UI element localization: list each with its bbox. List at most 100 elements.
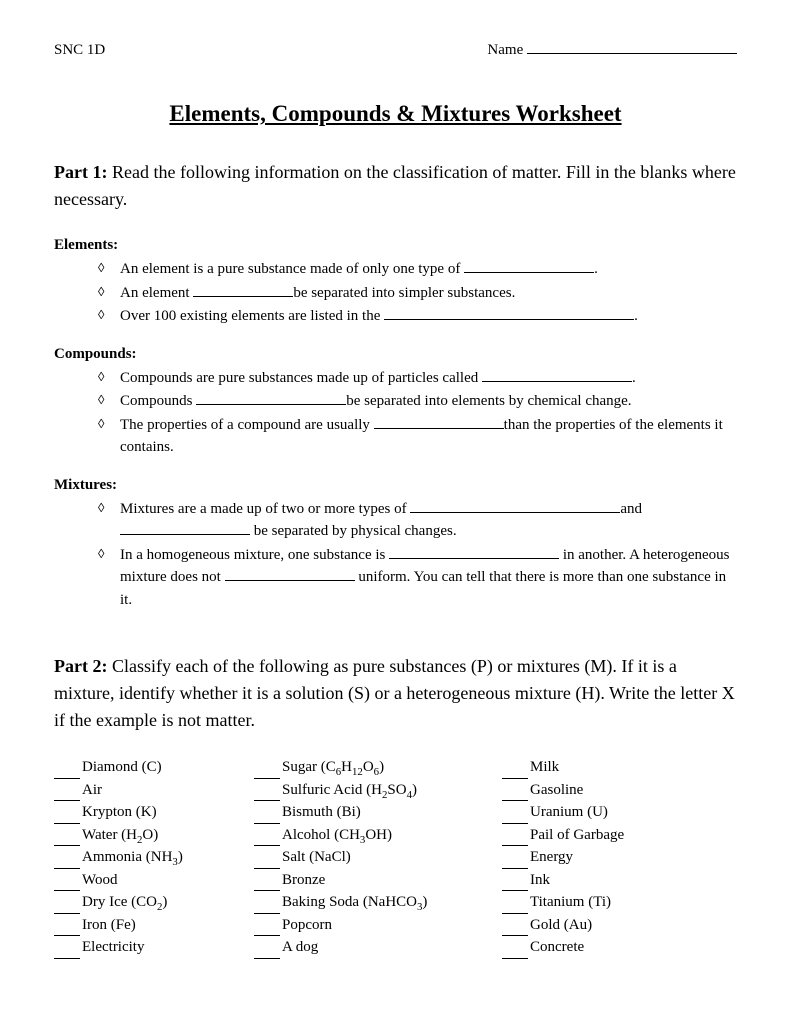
classify-cell: Milk	[502, 756, 702, 779]
part2-text: Classify each of the following as pure s…	[54, 656, 735, 730]
text: Compounds are pure substances made up of…	[120, 370, 482, 386]
blank[interactable]	[374, 428, 504, 429]
answer-blank[interactable]	[502, 891, 528, 914]
answer-blank[interactable]	[254, 756, 280, 779]
answer-blank[interactable]	[254, 824, 280, 847]
answer-blank[interactable]	[502, 756, 528, 779]
classify-row: Ammonia (NH3)Salt (NaCl)Energy	[54, 846, 737, 869]
elements-heading: Elements:	[54, 237, 737, 254]
blank[interactable]	[193, 296, 293, 297]
mixtures-item-2: In a homogeneous mixture, one substance …	[98, 544, 737, 612]
classify-row: Krypton (K)Bismuth (Bi)Uranium (U)	[54, 801, 737, 824]
classify-cell: Titanium (Ti)	[502, 891, 702, 914]
classify-label: Bismuth (Bi)	[282, 801, 361, 824]
text: Compounds	[120, 393, 196, 409]
classify-label: Ink	[530, 869, 550, 892]
blank[interactable]	[225, 580, 355, 581]
course-code: SNC 1D	[54, 42, 105, 59]
classify-cell: Baking Soda (NaHCO3)	[254, 891, 502, 914]
classify-cell: Energy	[502, 846, 702, 869]
classify-cell: Air	[54, 779, 254, 802]
text: and	[620, 501, 642, 517]
worksheet-title: Elements, Compounds & Mixtures Worksheet	[54, 101, 737, 127]
classify-cell: Bronze	[254, 869, 502, 892]
blank[interactable]	[384, 319, 634, 320]
answer-blank[interactable]	[254, 801, 280, 824]
classify-cell: Concrete	[502, 936, 702, 959]
answer-blank[interactable]	[502, 801, 528, 824]
mixtures-heading: Mixtures:	[54, 477, 737, 494]
answer-blank[interactable]	[54, 891, 80, 914]
blank[interactable]	[464, 272, 594, 273]
classify-label: Dry Ice (CO2)	[82, 891, 167, 914]
answer-blank[interactable]	[254, 779, 280, 802]
blank[interactable]	[120, 534, 250, 535]
answer-blank[interactable]	[502, 914, 528, 937]
answer-blank[interactable]	[54, 869, 80, 892]
classify-cell: Wood	[54, 869, 254, 892]
classify-label: Sugar (C6H12O6)	[282, 756, 384, 779]
answer-blank[interactable]	[254, 846, 280, 869]
classify-label: Pail of Garbage	[530, 824, 624, 847]
classify-label: Water (H2O)	[82, 824, 158, 847]
classify-label: Air	[82, 779, 102, 802]
answer-blank[interactable]	[54, 914, 80, 937]
part2-label: Part 2:	[54, 656, 107, 676]
part1-intro: Part 1: Read the following information o…	[54, 159, 737, 213]
classify-cell: Pail of Garbage	[502, 824, 702, 847]
classify-label: Baking Soda (NaHCO3)	[282, 891, 427, 914]
classify-row: Air Sulfuric Acid (H2SO4) Gasoline	[54, 779, 737, 802]
elements-list: An element is a pure substance made of o…	[54, 258, 737, 328]
elements-item-3: Over 100 existing elements are listed in…	[98, 305, 737, 328]
answer-blank[interactable]	[254, 936, 280, 959]
answer-blank[interactable]	[54, 779, 80, 802]
answer-blank[interactable]	[254, 914, 280, 937]
answer-blank[interactable]	[54, 824, 80, 847]
classify-cell: Salt (NaCl)	[254, 846, 502, 869]
answer-blank[interactable]	[254, 869, 280, 892]
classify-cell: Ink	[502, 869, 702, 892]
answer-blank[interactable]	[254, 891, 280, 914]
classify-row: Diamond (C) Sugar (C6H12O6) Milk	[54, 756, 737, 779]
classify-label: Diamond (C)	[82, 756, 162, 779]
answer-blank[interactable]	[54, 936, 80, 959]
classify-label: Wood	[82, 869, 117, 892]
worksheet-page: SNC 1D Name Elements, Compounds & Mixtur…	[0, 0, 791, 1024]
classify-label: Gold (Au)	[530, 914, 592, 937]
classify-label: Electricity	[82, 936, 144, 959]
blank[interactable]	[410, 512, 620, 513]
page-header: SNC 1D Name	[54, 42, 737, 59]
classify-row: ElectricityA dogConcrete	[54, 936, 737, 959]
answer-blank[interactable]	[502, 846, 528, 869]
classify-label: Sulfuric Acid (H2SO4)	[282, 779, 417, 802]
answer-blank[interactable]	[502, 824, 528, 847]
text: Over 100 existing elements are listed in…	[120, 308, 384, 324]
blank[interactable]	[482, 381, 632, 382]
classify-row: Water (H2O)Alcohol (CH3OH)Pail of Garbag…	[54, 824, 737, 847]
name-label: Name	[487, 42, 523, 58]
answer-blank[interactable]	[54, 846, 80, 869]
classify-cell: Sugar (C6H12O6)	[254, 756, 502, 779]
part1-label: Part 1:	[54, 162, 107, 182]
classify-label: Iron (Fe)	[82, 914, 136, 937]
classify-cell: Diamond (C)	[54, 756, 254, 779]
classify-cell: Uranium (U)	[502, 801, 702, 824]
text: be separated by physical changes.	[250, 523, 457, 539]
text: be separated into elements by chemical c…	[346, 393, 631, 409]
part2-intro: Part 2: Classify each of the following a…	[54, 653, 737, 734]
answer-blank[interactable]	[54, 801, 80, 824]
classify-cell: Electricity	[54, 936, 254, 959]
classify-cell: Dry Ice (CO2)	[54, 891, 254, 914]
answer-blank[interactable]	[502, 936, 528, 959]
text: be separated into simpler substances.	[293, 285, 515, 301]
name-blank[interactable]	[527, 53, 737, 54]
answer-blank[interactable]	[502, 779, 528, 802]
blank[interactable]	[196, 404, 346, 405]
classify-label: Gasoline	[530, 779, 583, 802]
elements-item-1: An element is a pure substance made of o…	[98, 258, 737, 281]
text: An element is a pure substance made of o…	[120, 261, 464, 277]
answer-blank[interactable]	[502, 869, 528, 892]
answer-blank[interactable]	[54, 756, 80, 779]
name-field: Name	[487, 42, 737, 59]
blank[interactable]	[389, 558, 559, 559]
